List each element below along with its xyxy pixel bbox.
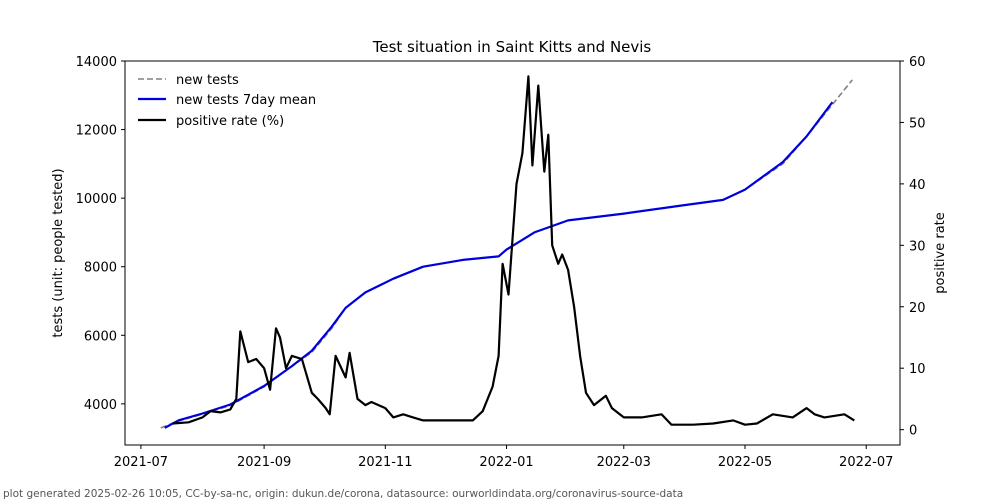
y-axis-left-label: tests (unit: people tested): [51, 168, 66, 337]
y-right-tick-label: 20: [909, 301, 926, 316]
x-tick-label: 2022-05: [718, 455, 772, 470]
y-left-tick-label: 12000: [76, 124, 117, 139]
legend-label-new-tests: new tests: [176, 73, 239, 88]
y-left-tick-label: 14000: [76, 55, 117, 70]
legend: new tests new tests 7day mean positive r…: [138, 73, 316, 129]
y-right-tick-label: 10: [909, 362, 926, 377]
y-axis-left: 4000 6000 8000 10000 12000 14000: [76, 55, 125, 413]
plot-frame: [124, 60, 901, 446]
series-line-new-tests-7day-mean: [164, 101, 834, 429]
series-line-new-tests: [160, 79, 853, 429]
y-left-tick-label: 10000: [76, 192, 117, 207]
x-tick-label: 2021-11: [358, 455, 412, 470]
x-tick-label: 2022-01: [479, 455, 533, 470]
y-axis-right-label: positive rate: [933, 212, 948, 294]
y-right-tick-label: 50: [909, 116, 926, 131]
plot-lines: [160, 75, 855, 429]
footer-attribution: plot generated 2025-02-26 10:05, CC-by-s…: [3, 488, 683, 500]
x-tick-label: 2022-03: [597, 455, 651, 470]
y-right-tick-label: 0: [909, 424, 917, 439]
legend-label-positive-rate: positive rate (%): [176, 114, 284, 129]
series-line-positive-rate: [172, 75, 855, 426]
x-axis: 2021-07 2021-09 2021-11 2022-01 2022-03 2022-…: [114, 445, 893, 470]
y-right-tick-label: 60: [909, 55, 926, 70]
x-tick-label: 2021-09: [237, 455, 291, 470]
chart-title: Test situation in Saint Kitts and Nevis: [372, 38, 652, 56]
x-tick-label: 2022-07: [839, 455, 893, 470]
y-left-tick-label: 6000: [84, 329, 117, 344]
y-right-tick-label: 30: [909, 239, 926, 254]
x-tick-label: 2021-07: [114, 455, 168, 470]
y-axis-right: 0 10 20 30 40 50 60: [900, 55, 926, 439]
y-left-tick-label: 4000: [84, 398, 117, 413]
y-right-tick-label: 40: [909, 178, 926, 193]
y-left-tick-label: 8000: [84, 261, 117, 276]
legend-label-new-tests-7day-mean: new tests 7day mean: [176, 93, 316, 108]
